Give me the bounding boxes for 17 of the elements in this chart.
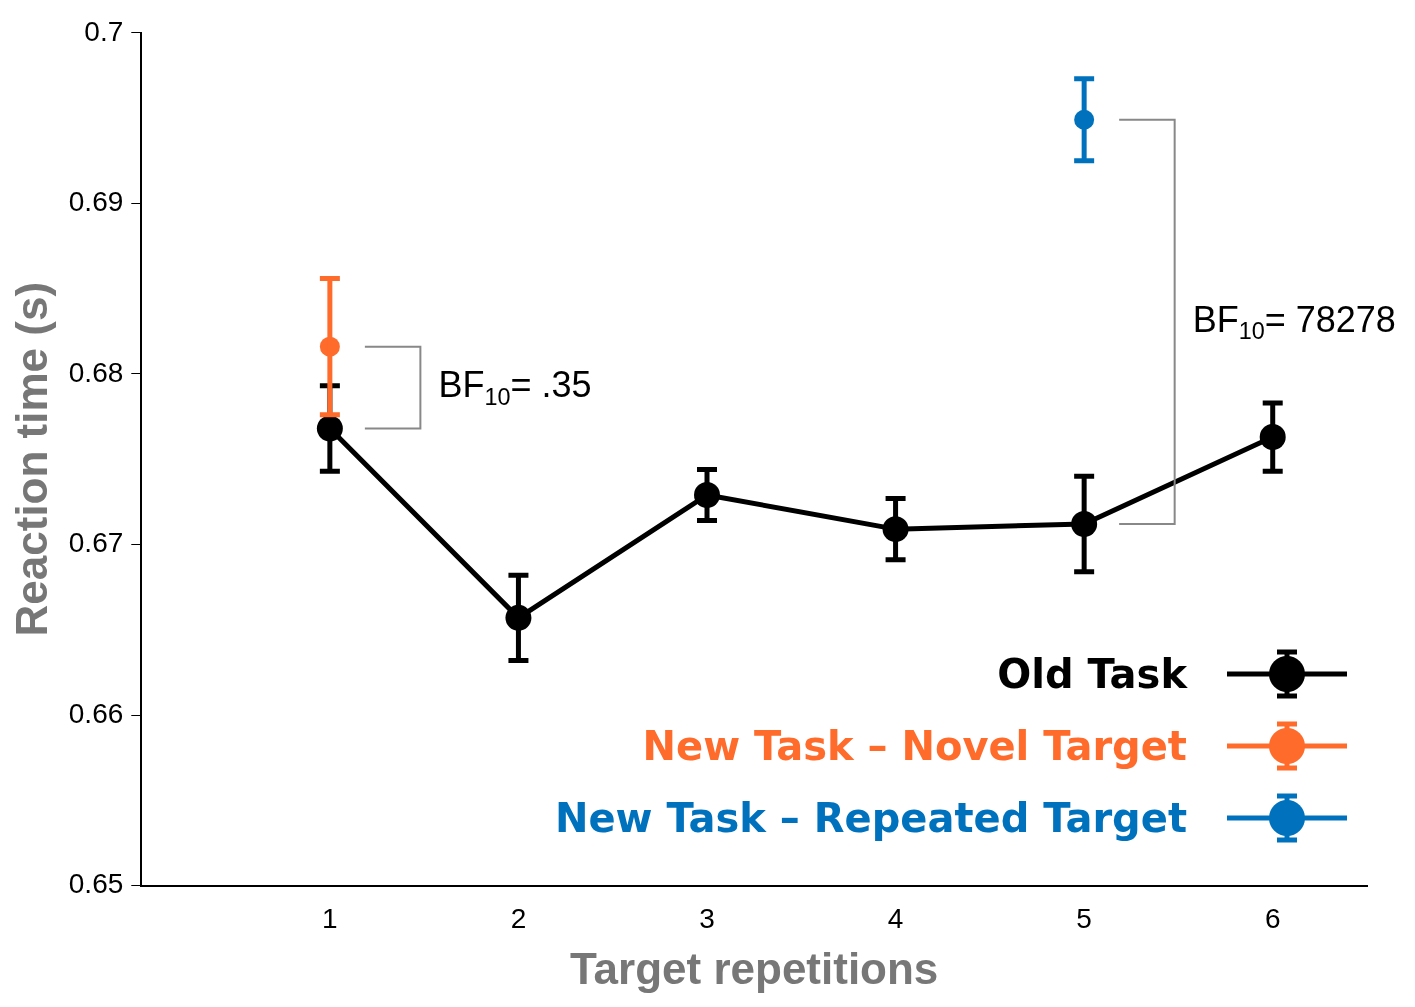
y-tick-label: 0.66 [68,697,124,729]
y-tick-label: 0.65 [68,868,124,900]
x-tick-label: 2 [510,903,527,935]
x-tick-label: 5 [1076,903,1092,935]
legend-label: New Task – Repeated Target [554,795,1187,841]
y-tick-label: 0.67 [68,527,124,559]
y-axis-title: Reaction time (s) [6,281,56,637]
x-tick-label: 4 [887,903,904,935]
x-tick-label: 1 [322,903,338,935]
legend-label: Old Task [997,651,1187,697]
x-tick-label: 6 [1264,903,1281,935]
y-tick-label: 0.68 [68,356,124,388]
y-tick-label: 0.69 [68,186,124,218]
x-tick-label: 3 [699,903,715,935]
legend-label: New Task – Novel Target [642,723,1187,769]
y-tick-label: 0.7 [84,15,124,47]
x-axis-title: Target repetitions [569,943,939,993]
